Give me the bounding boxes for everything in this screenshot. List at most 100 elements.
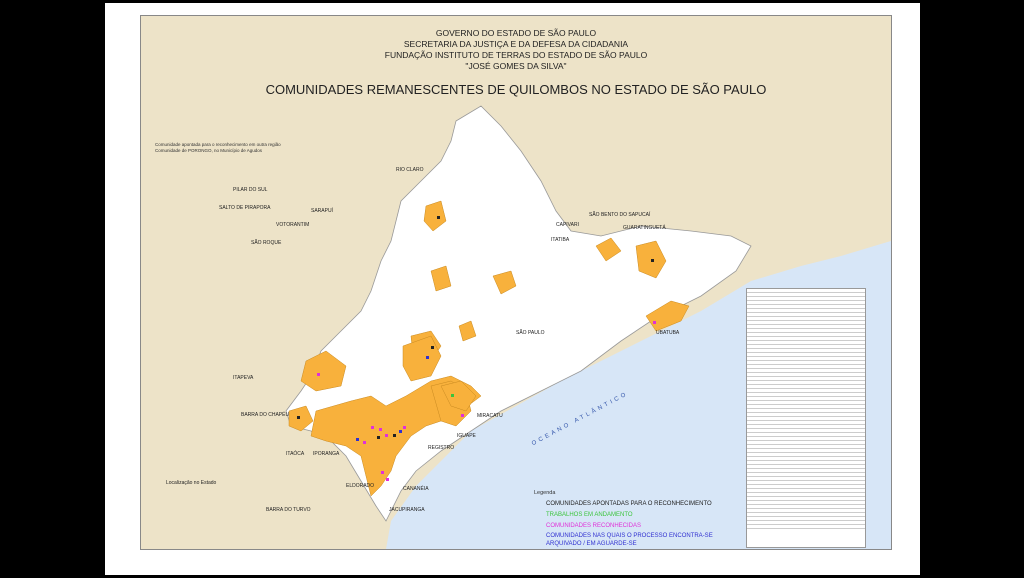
table-row [747,469,865,473]
label-iporanga: IPORANGA [313,451,340,457]
label-salto: SALTO DE PIRAPORA [219,205,271,211]
label-guaratingueta: GUARATINGUETÁ [623,225,666,231]
legend-item: COMUNIDADES APONTADAS PARA O RECONHECIME… [546,501,712,507]
table-row [747,425,865,429]
table-row [747,441,865,445]
label-eldorado: ELDORADO [346,483,375,489]
label-localizacao: Localização no Estado [166,480,217,486]
map-frame: GOVERNO DO ESTADO DE SÃO PAULO SECRETARI… [140,15,892,550]
table-row [747,485,865,489]
table-row [747,465,865,469]
note: Comunidade apontada para o reconheciment… [155,142,281,154]
label-miracatu: MIRACATU [477,413,503,419]
region-rio-claro [423,200,447,232]
region-itapeva [300,350,347,392]
table-row [747,445,865,449]
label-barra-turvo: BARRA DO TURVO [266,507,311,513]
label-itaoca: ITAÓCA [286,451,305,457]
header-line-2: SECRETARIA DA JUSTIÇA E DA DEFESA DA CID… [403,39,629,49]
community-markers [297,216,656,481]
table-row [747,393,865,397]
table-row [747,293,865,297]
header-line-4: "JOSÉ GOMES DA SILVA" [465,61,567,71]
table-row [747,437,865,441]
table-row [747,321,865,325]
table-row [747,289,865,293]
label-registro: REGISTRO [428,445,455,451]
table-row [747,477,865,481]
region-sorocaba [458,320,477,342]
label-jacupiranga: JACUPIRANGA [389,507,425,513]
table-row [747,421,865,425]
label-ubatuba: UBATUBA [656,330,680,336]
table-row [747,385,865,389]
label-iguape: IGUAPE [457,433,476,439]
label-sao-bento: SÃO BENTO DO SAPUCAÍ [589,212,651,218]
table-row [747,297,865,301]
region-piracicaba [430,265,452,292]
table-row [747,305,865,309]
table-row [747,521,865,525]
label-capivari: CAPIVARI [556,222,579,228]
table-row [747,397,865,401]
table-row [747,373,865,377]
label-rio-claro: RIO CLARO [396,167,424,173]
table-row [747,413,865,417]
table-row [747,361,865,365]
table-row [747,381,865,385]
table-row [747,369,865,373]
region-barra-chapeu [288,405,314,432]
table-row [747,345,865,349]
table-row [747,505,865,509]
header-line-3: FUNDAÇÃO INSTITUTO DE TERRAS DO ESTADO D… [384,50,648,60]
header-line-1: GOVERNO DO ESTADO DE SÃO PAULO [435,28,597,38]
table-row [747,497,865,501]
table-row [747,449,865,453]
table-row [747,501,865,505]
table-row [747,301,865,305]
table-row [747,457,865,461]
legend-item: COMUNIDADES RECONHECIDAS [546,523,642,529]
table-row [747,357,865,361]
table-row [747,325,865,329]
legend-item: COMUNIDADES NAS QUAIS O PROCESSO ENCONTR… [546,533,713,539]
table-row [747,389,865,393]
table-row [747,509,865,513]
map-title: COMUNIDADES REMANESCENTES DE QUILOMBOS N… [265,82,767,97]
table-row [747,417,865,421]
table-row [747,409,865,413]
label-votorantim: VOTORANTIM [276,222,310,228]
table-row [747,337,865,341]
table-row [747,429,865,433]
table-row [747,453,865,457]
label-sao-paulo: SÃO PAULO [516,330,545,336]
label-itapeva: ITAPEVA [233,375,254,381]
legend-title: Legenda [534,490,556,496]
note-line-2: Comunidade de PORONGO, no Município de A… [155,148,263,153]
table-row [747,349,865,353]
table-row [747,517,865,521]
label-pilar: PILAR DO SUL [233,187,268,193]
table-row [747,317,865,321]
region-campinas [492,270,517,295]
label-sarapui: SARAPUÍ [311,208,333,214]
table-row [747,365,865,369]
label-barra-chapeu: BARRA DO CHAPÉU [241,412,290,418]
table-row [747,493,865,497]
table-row [747,433,865,437]
table-row [747,341,865,345]
table-row [747,333,865,337]
legend-item: TRABALHOS EM ANDAMENTO [546,512,633,518]
note-line-1: Comunidade apontada para o reconheciment… [155,142,281,147]
table-row [747,473,865,477]
label-sao-roque: SÃO ROQUE [251,240,282,246]
table-row [747,461,865,465]
legend-item: ARQUIVADO / EM AGUARDE-SE [546,541,637,547]
table-row [747,489,865,493]
table-row [747,353,865,357]
table-row [747,377,865,381]
table-row [747,513,865,517]
communities-table [746,288,866,548]
table-row [747,313,865,317]
label-cananeia: CANANÉIA [403,486,429,492]
